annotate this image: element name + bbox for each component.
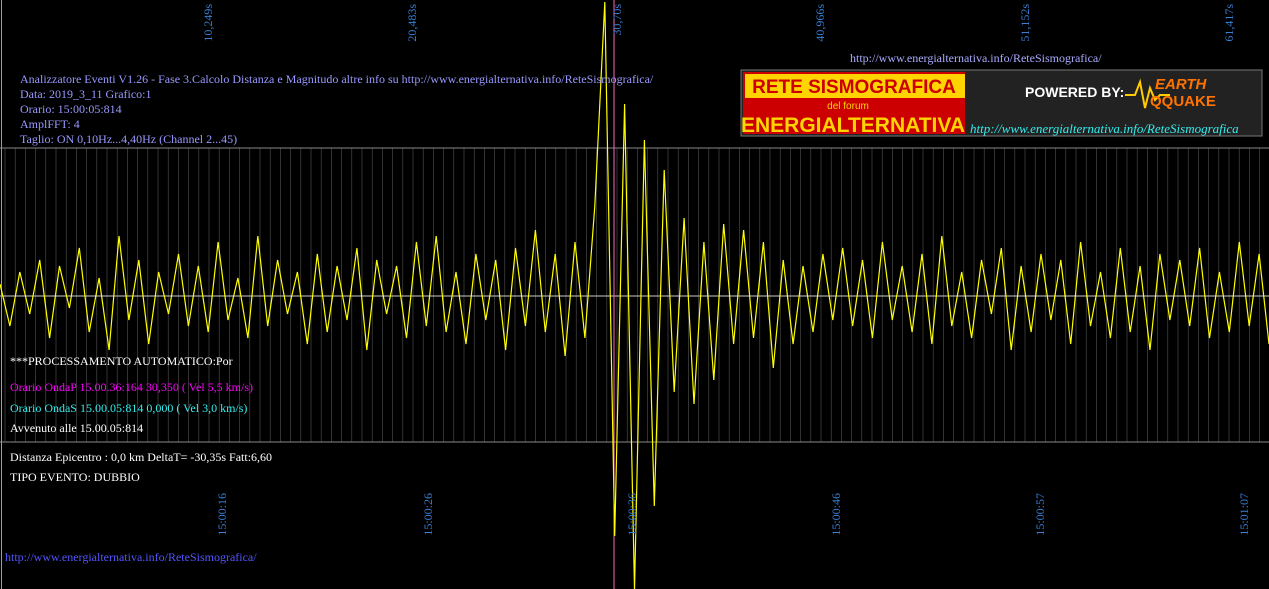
grid bbox=[4, 148, 1260, 442]
time-label: 15:00:46 bbox=[829, 493, 843, 536]
time-labels: 10,249s 20,483s 30,70s 40,966s 51,152s 61,417… bbox=[201, 4, 1251, 536]
seconds-label: 40,966s bbox=[813, 4, 827, 42]
logo-brand-top: EARTH bbox=[1155, 76, 1208, 93]
logo: RETE SISMOGRAFICA del forum ENERGIALTERN… bbox=[740, 69, 1263, 137]
seconds-label: 61,417s bbox=[1222, 4, 1236, 42]
proc-header: ***PROCESSAMENTO AUTOMATICO:Por bbox=[10, 354, 233, 368]
info: Analizzatore Eventi V1.26 - Fase 3.Calco… bbox=[20, 72, 654, 146]
logo-name: ENERGIALTERNATIVA bbox=[741, 114, 965, 137]
seconds-label: 10,249s bbox=[201, 4, 215, 42]
info-line: Analizzatore Eventi V1.26 - Fase 3.Calco… bbox=[20, 72, 654, 86]
logo-subtitle: del forum bbox=[827, 101, 869, 112]
logo-yellow bbox=[745, 74, 965, 98]
seconds-label: 51,152s bbox=[1018, 4, 1032, 42]
time-label: 15:01:07 bbox=[1237, 493, 1251, 536]
time-label: 15:00:36 bbox=[625, 493, 639, 536]
info-line: Data: 2019_3_11 Grafico:1 bbox=[20, 87, 152, 101]
logo-url: http://www.energialternativa.info/ReteSi… bbox=[970, 121, 1239, 136]
time-label: 15:00:57 bbox=[1033, 493, 1047, 536]
proc-avvenuto: Avvenuto alle 15.00.05:814 bbox=[10, 421, 143, 435]
seconds-label: 30,70s bbox=[610, 4, 624, 36]
proc-onda-p: Orario OndaP 15.00.36:164 30,350 ( Vel 5… bbox=[10, 380, 253, 394]
time-label: 15:00:16 bbox=[215, 493, 229, 536]
footer-url: http://www.energialternativa.info/ReteSi… bbox=[5, 550, 257, 564]
logo-powered: POWERED BY: bbox=[1025, 84, 1124, 100]
logo-brand-bottom: QQUAKE bbox=[1150, 93, 1216, 110]
logo-title: RETE SISMOGRAFICA bbox=[752, 77, 956, 98]
result-distance: Distanza Epicentro : 0,0 km DeltaT= -30,… bbox=[10, 450, 272, 464]
proc-onda-s: Orario OndaS 15.00.05:814 0,000 ( Vel 3,… bbox=[10, 401, 247, 415]
seconds-label: 20,483s bbox=[405, 4, 419, 42]
info-line: AmplFFT: 4 bbox=[20, 117, 80, 131]
time-label: 15:00:26 bbox=[421, 493, 435, 536]
result-type: TIPO EVENTO: DUBBIO bbox=[10, 470, 140, 484]
logo-wave bbox=[1125, 78, 1170, 109]
top-url: http://www.energialternativa.info/ReteSi… bbox=[850, 51, 1102, 65]
info-line: Taglio: ON 0,10Hz...4,40Hz (Channel 2...… bbox=[20, 132, 237, 146]
info-line: Orario: 15:00:05:814 bbox=[20, 102, 122, 116]
